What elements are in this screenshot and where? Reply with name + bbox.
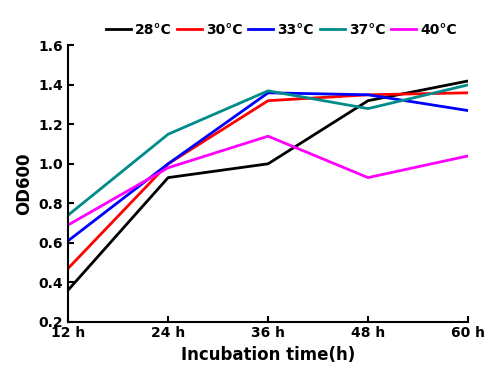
28°C: [265, 161, 271, 166]
28°C: [165, 175, 171, 180]
33°C: [65, 238, 71, 243]
Line: 40°C: 40°C: [68, 136, 468, 225]
37°C: [265, 89, 271, 93]
Legend: 28°C, 30°C, 33°C, 37°C, 40°C: 28°C, 30°C, 33°C, 37°C, 40°C: [100, 17, 462, 43]
Line: 33°C: 33°C: [68, 93, 468, 241]
37°C: [365, 106, 371, 111]
Line: 37°C: 37°C: [68, 85, 468, 215]
37°C: [65, 213, 71, 218]
28°C: [65, 288, 71, 292]
40°C: [65, 223, 71, 227]
33°C: [465, 108, 471, 113]
37°C: [165, 132, 171, 136]
Y-axis label: OD600: OD600: [15, 152, 33, 215]
30°C: [265, 99, 271, 103]
37°C: [465, 83, 471, 87]
33°C: [365, 92, 371, 97]
X-axis label: Incubation time(h): Incubation time(h): [181, 346, 355, 364]
33°C: [265, 91, 271, 95]
30°C: [465, 91, 471, 95]
40°C: [465, 153, 471, 158]
30°C: [165, 161, 171, 166]
40°C: [165, 166, 171, 170]
Line: 30°C: 30°C: [68, 93, 468, 268]
30°C: [65, 266, 71, 271]
Line: 28°C: 28°C: [68, 81, 468, 290]
28°C: [365, 99, 371, 103]
33°C: [165, 161, 171, 166]
40°C: [265, 134, 271, 138]
28°C: [465, 79, 471, 83]
40°C: [365, 175, 371, 180]
30°C: [365, 92, 371, 97]
